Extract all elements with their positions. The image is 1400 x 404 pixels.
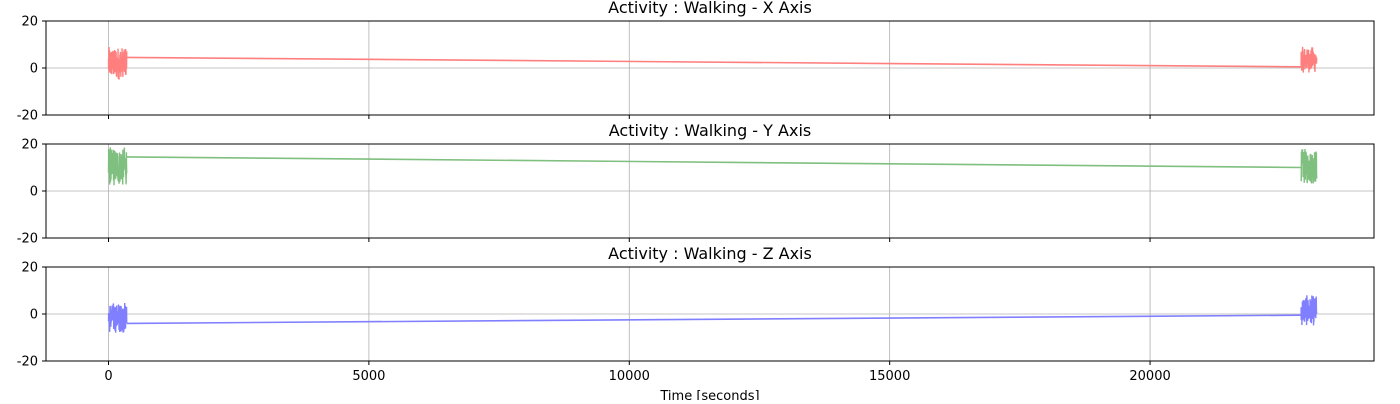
subplot-3: 20 0 -20 0 5000 10000 15000 20000 Activity : Wal… [17, 244, 1375, 384]
x-tick-label: 5000 [352, 369, 385, 384]
subplot-1: 20 0 -20 Activity : Walking - X Axis [17, 0, 1375, 124]
subplot-title: Activity : Walking - X Axis [608, 0, 812, 17]
y-tick-label: -20 [17, 355, 38, 370]
signal-cluster-1 [107, 302, 128, 333]
subplot-title: Activity : Walking - Z Axis [608, 244, 812, 263]
x-tick-label: 10000 [609, 369, 650, 384]
subplot-2: 20 0 -20 Activity : Walking - Y Axis [17, 121, 1375, 247]
x-tick-label: 20000 [1129, 369, 1170, 384]
x-axis-label: Time [seconds] [659, 389, 759, 400]
y-tick-label: 0 [30, 185, 38, 200]
y-tick-label: 20 [21, 138, 38, 153]
subplot-title: Activity : Walking - Y Axis [609, 121, 811, 140]
trend-line [126, 56, 1302, 68]
signal-cluster-1 [107, 46, 128, 80]
x-tick-label: 0 [104, 369, 112, 384]
signal-cluster-2 [1300, 295, 1318, 326]
y-tick-label: -20 [17, 109, 38, 124]
trend-line [126, 314, 1302, 325]
y-tick-label: -20 [17, 232, 38, 247]
signal-cluster-2 [1300, 46, 1318, 73]
signal-cluster-2 [1300, 148, 1318, 184]
trend-line [126, 156, 1302, 169]
y-tick-label: 0 [30, 62, 38, 77]
y-tick-label: 20 [21, 15, 38, 30]
x-tick-label: 15000 [869, 369, 910, 384]
y-tick-label: 0 [30, 308, 38, 323]
signal-cluster-1 [107, 147, 128, 186]
y-tick-label: 20 [21, 261, 38, 276]
